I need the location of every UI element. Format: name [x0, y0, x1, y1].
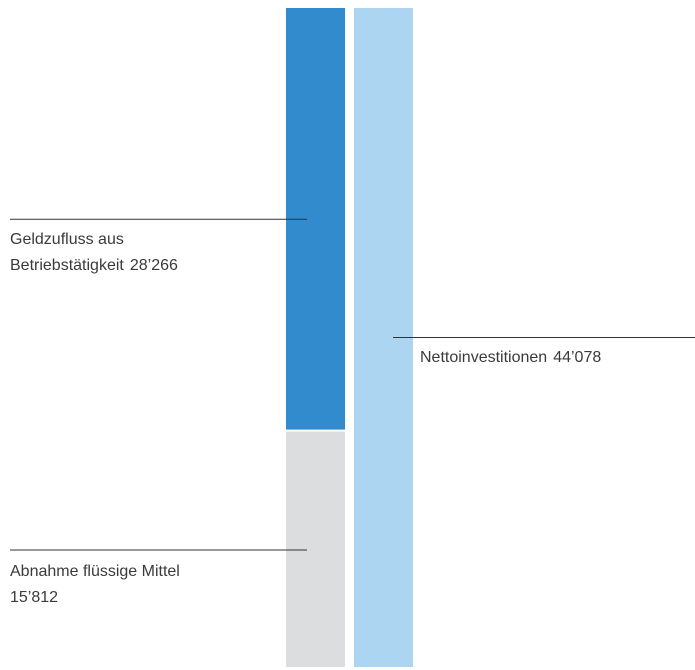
label-geldzufluss-line1: Geldzufluss aus	[10, 231, 124, 248]
label-abnahme-fluessige-mittel: Abnahme flüssige Mittel 15’812	[10, 559, 180, 611]
label-abnahme-text: Abnahme flüssige Mittel	[10, 563, 180, 580]
label-geldzufluss: Geldzufluss aus Betriebstätigkeit 28’266	[10, 227, 178, 279]
label-nettoinvestitionen: Nettoinvestitionen 44’078	[420, 345, 601, 371]
label-geldzufluss-line2: Betriebstätigkeit 28’266	[10, 253, 178, 279]
bar-abnahme-fluessige-mittel	[286, 431, 345, 667]
value-nettoinvestitionen: 44’078	[553, 349, 602, 366]
value-abnahme: 15’812	[10, 589, 59, 606]
value-geldzufluss: 28’266	[129, 257, 178, 274]
label-nettoinvestitionen-text: Nettoinvestitionen	[420, 349, 548, 366]
label-geldzufluss-text: Betriebstätigkeit	[10, 257, 124, 274]
